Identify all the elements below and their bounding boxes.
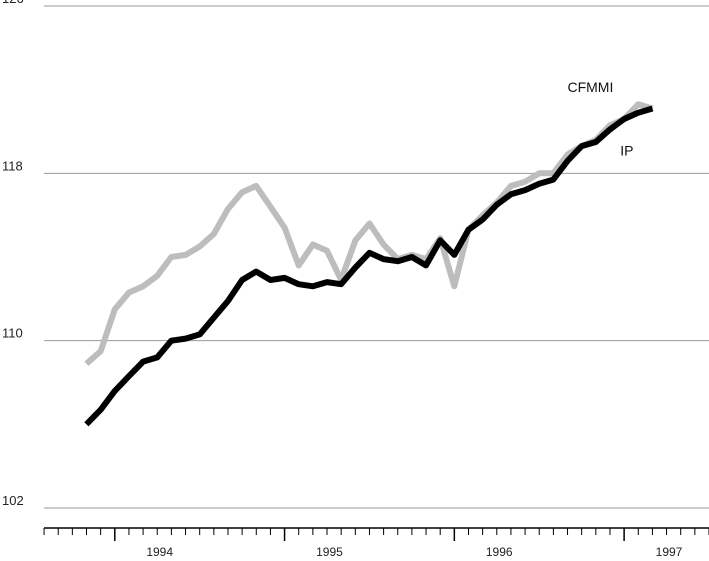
series-line-ip (84, 105, 654, 427)
y-tick-label: 118 (2, 158, 23, 173)
x-tick-label: 1996 (486, 545, 513, 559)
series-label-ip: IP (620, 142, 633, 158)
series-line-cfmmi (84, 101, 654, 366)
y-tick-label: 110 (2, 326, 23, 341)
x-tick-label: 1994 (146, 545, 173, 559)
series-lines (84, 101, 654, 427)
y-tick-labels: 126 118 110 102 (2, 0, 24, 508)
y-tick-label: 126 (2, 0, 24, 6)
series-labels: CFMMI IP (567, 79, 633, 159)
x-axis (43, 527, 709, 541)
y-tick-label: 102 (2, 493, 24, 508)
x-tick-label: 1995 (316, 545, 343, 559)
series-label-cfmmi: CFMMI (567, 79, 613, 95)
x-tick-labels: 1994 1995 1996 1997 (146, 545, 682, 559)
grid-lines (44, 5, 709, 509)
x-tick-label: 1997 (656, 545, 683, 559)
